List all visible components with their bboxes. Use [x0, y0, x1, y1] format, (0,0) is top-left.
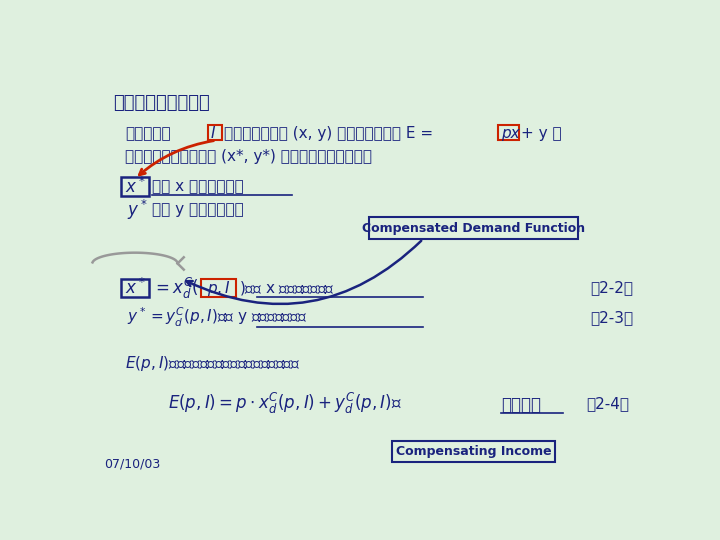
Text: $y^* = y_d^C(p, I)$：財 y の補償需要関数: $y^* = y_d^C(p, I)$：財 y の補償需要関数: [127, 306, 307, 329]
Text: ＜支出最小化問題＞: ＜支出最小化問題＞: [113, 94, 210, 112]
Text: 補償所得: 補償所得: [500, 396, 541, 414]
Text: $)$：財 x の補償需要関数: $)$：財 x の補償需要関数: [239, 279, 334, 297]
Bar: [498, 125, 518, 140]
Text: ＝財 y の補償需要量: ＝財 y の補償需要量: [152, 202, 244, 217]
Text: $x^*$: $x^*$: [125, 177, 145, 197]
Text: Compensated Demand Function: Compensated Demand Function: [362, 221, 585, 234]
Text: 無差別曲線: 無差別曲線: [125, 126, 171, 141]
Text: $y^*$: $y^*$: [127, 198, 148, 221]
Text: + y を: + y を: [521, 126, 562, 141]
Text: 上の消費量の組 (x, y) のなかで支出額 E =: 上の消費量の組 (x, y) のなかで支出額 E =: [224, 126, 438, 141]
Text: px: px: [500, 126, 519, 141]
Text: ＝財 x の補償需要量: ＝財 x の補償需要量: [152, 179, 244, 194]
Text: （2-4）: （2-4）: [586, 396, 629, 411]
Bar: [392, 441, 555, 462]
Bar: [201, 279, 236, 298]
Text: 最小にする消費量の組 (x*, y*) を求める問題である。: 最小にする消費量の組 (x*, y*) を求める問題である。: [125, 150, 372, 165]
Bar: [121, 279, 149, 298]
Text: $p, I$: $p, I$: [207, 279, 230, 298]
Bar: [121, 177, 149, 195]
Text: $= x_d^C($: $= x_d^C($: [152, 275, 199, 301]
Bar: [208, 125, 222, 140]
Text: I: I: [210, 126, 215, 141]
Text: $x^*$: $x^*$: [125, 278, 145, 298]
Text: $E(p,I)$＝支出最小化問題で求められる支出額: $E(p,I)$＝支出最小化問題で求められる支出額: [125, 354, 300, 373]
Text: $E(p,I) = p \cdot x_d^C(p,I) + y_d^C(p,I)$：: $E(p,I) = p \cdot x_d^C(p,I) + y_d^C(p,I…: [168, 391, 401, 416]
Bar: [369, 217, 578, 239]
Text: （2-3）: （2-3）: [590, 309, 633, 325]
Text: Compensating Income: Compensating Income: [396, 445, 552, 458]
Text: 07/10/03: 07/10/03: [104, 457, 160, 470]
Text: （2-2）: （2-2）: [590, 280, 633, 295]
